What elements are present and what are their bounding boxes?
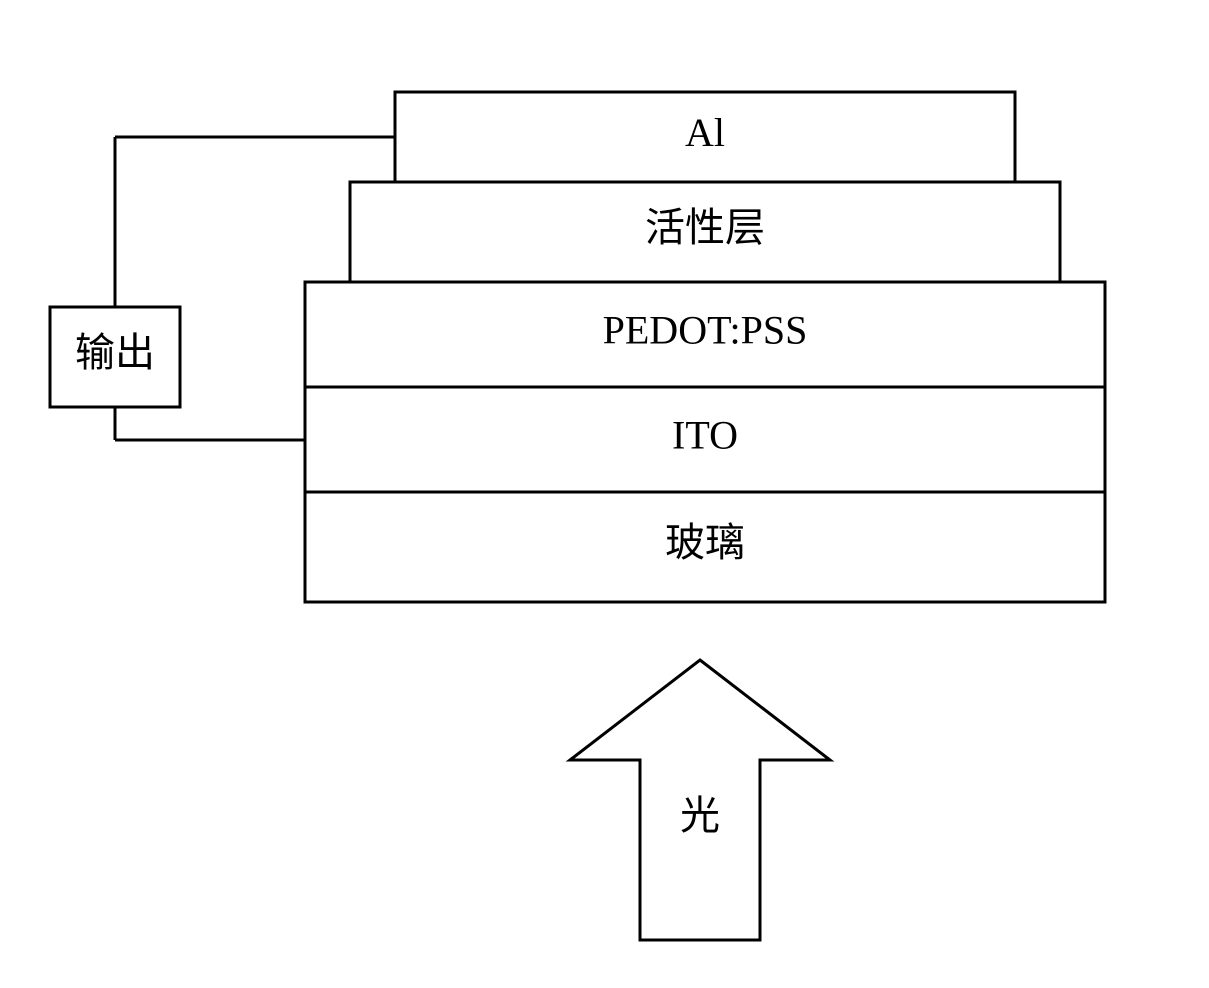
layer-glass-label: 玻璃 (665, 520, 745, 565)
output-box: 输出 (50, 307, 180, 407)
light-arrow: 光 (570, 660, 830, 940)
diagram-root: Al 活性层 PEDOT:PSS ITO 玻璃 输出 光 (0, 0, 1209, 988)
layer-stack: Al 活性层 PEDOT:PSS ITO 玻璃 (305, 92, 1105, 602)
light-arrow-label: 光 (680, 793, 720, 838)
output-label: 输出 (75, 330, 155, 375)
layer-al-label: Al (685, 110, 725, 155)
layer-pedot_pss-label: PEDOT:PSS (603, 308, 808, 353)
layer-active-label: 活性层 (645, 205, 765, 250)
layer-ito-label: ITO (672, 413, 738, 458)
